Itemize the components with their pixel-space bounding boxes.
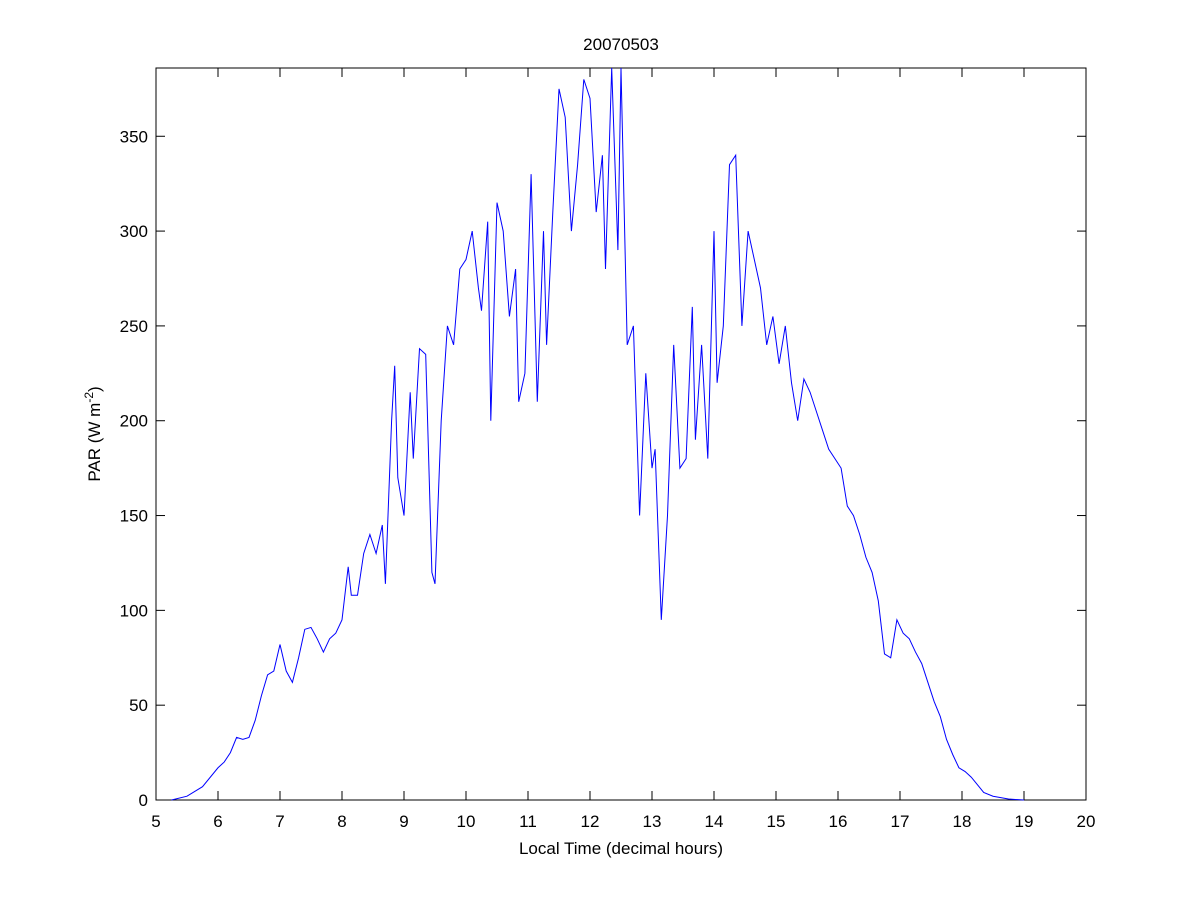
x-tick-label: 16 (829, 812, 848, 831)
x-tick-label: 11 (519, 812, 537, 831)
y-label-sup: -2 (82, 392, 96, 403)
y-tick-label: 300 (120, 222, 148, 241)
y-tick-label: 350 (120, 127, 148, 146)
x-tick-label: 7 (275, 812, 284, 831)
data-line (171, 67, 1025, 801)
x-axis-label: Local Time (decimal hours) (519, 839, 723, 858)
x-tick-label: 19 (1015, 812, 1034, 831)
x-tick-label: 17 (891, 812, 910, 831)
x-tick-label: 6 (213, 812, 222, 831)
x-tick-label: 13 (643, 812, 662, 831)
y-tick-label: 0 (139, 791, 148, 810)
y-tick-label: 250 (120, 317, 148, 336)
y-tick-label: 50 (129, 696, 148, 715)
x-tick-label: 18 (953, 812, 972, 831)
y-tick-label: 200 (120, 412, 148, 431)
x-tick-label: 20 (1077, 812, 1096, 831)
y-label-suffix: ) (85, 386, 104, 392)
x-tick-label: 5 (151, 812, 160, 831)
x-tick-label: 10 (457, 812, 476, 831)
x-tick-label: 15 (767, 812, 786, 831)
y-label-text: PAR (W m (85, 403, 104, 482)
x-tick-label: 8 (337, 812, 346, 831)
y-tick-label: 100 (120, 601, 148, 620)
y-axis-label: PAR (W m-2) (82, 386, 104, 481)
x-tick-label: 9 (399, 812, 408, 831)
x-tick-label: 12 (581, 812, 600, 831)
chart-title: 20070503 (583, 35, 659, 54)
y-tick-label: 150 (120, 507, 148, 526)
x-tick-label: 14 (705, 812, 724, 831)
